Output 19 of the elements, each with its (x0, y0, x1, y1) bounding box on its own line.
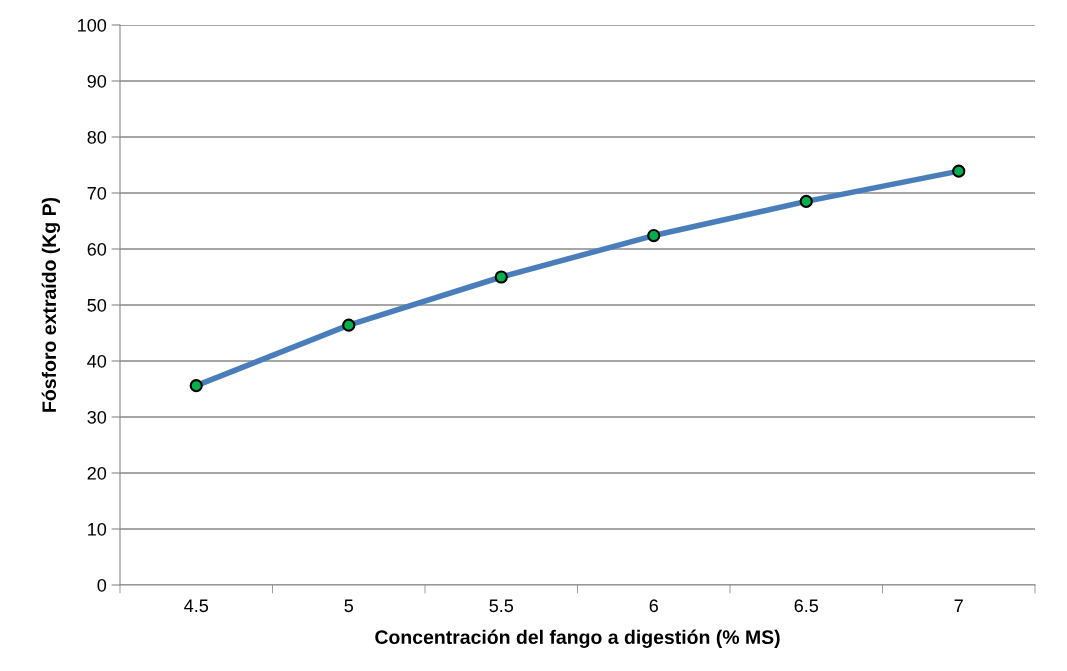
y-tick-label: 60 (87, 242, 107, 256)
y-tick-label: 30 (87, 410, 107, 424)
y-tick-label: 90 (87, 74, 107, 88)
x-tick-label: 7 (954, 599, 963, 612)
y-tick-label: 80 (87, 130, 107, 144)
y-tick-label: 10 (88, 522, 107, 536)
x-axis-title: Concentración del fango a digestión (% MS) (375, 629, 780, 648)
x-tick-label: 6.5 (794, 599, 819, 613)
x-tick-label: 5.5 (489, 599, 514, 613)
x-tick-label: 4.5 (184, 599, 209, 613)
x-tick-label: 5 (344, 599, 354, 613)
y-axis-title: Fósforo extraído (Kg P) (41, 197, 61, 412)
y-tick-label: 70 (87, 186, 107, 200)
y-tick-label: 100 (78, 18, 107, 32)
y-tick-label: 20 (87, 466, 107, 480)
y-tick-label: 50 (87, 298, 107, 312)
y-tick-label: 40 (87, 354, 107, 368)
x-tick-label: 6 (649, 599, 658, 613)
y-tick-label: 0 (97, 578, 107, 592)
